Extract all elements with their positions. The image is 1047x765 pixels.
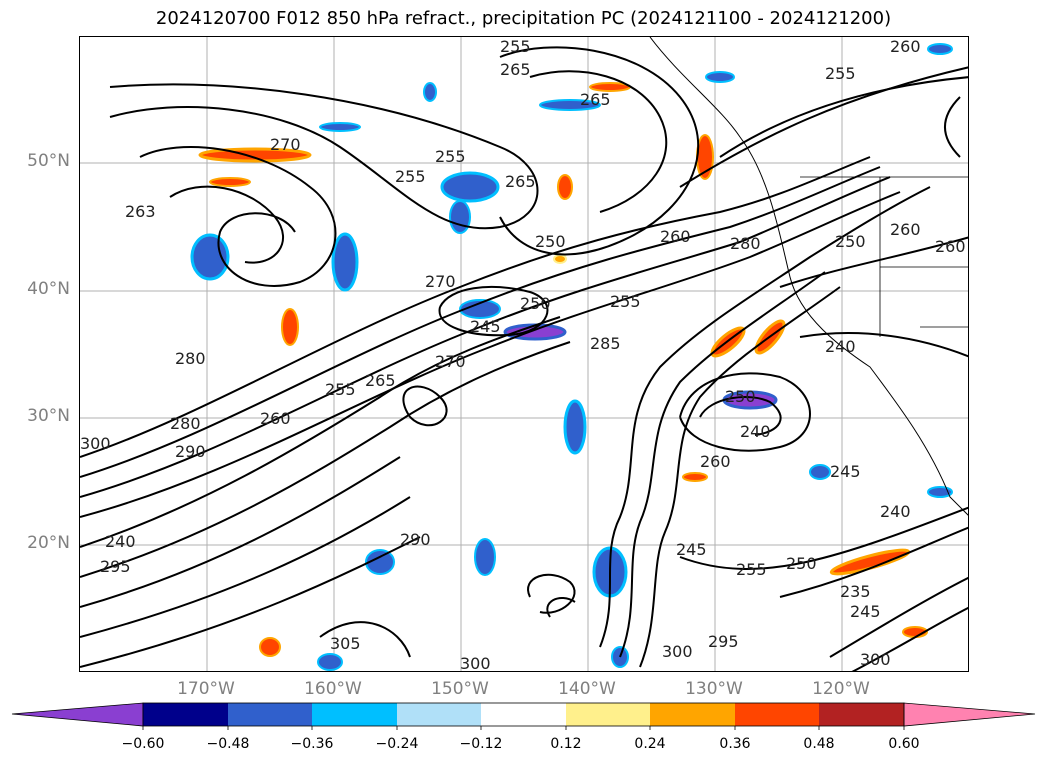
contour-label: 290 — [175, 442, 206, 461]
map-title: 2024120700 F012 850 hPa refract., precip… — [155, 8, 892, 29]
map-canvas: 255 265 265 260 255 270 255 255 265 263 … — [80, 37, 968, 672]
contour-label: 240 — [105, 532, 136, 551]
contour-label: 305 — [330, 634, 361, 653]
colorbar-tick-label: −0.36 — [290, 736, 334, 752]
borders — [800, 176, 968, 337]
contour-label: 245 — [676, 540, 707, 559]
contour-label: 280 — [170, 414, 201, 433]
lon-label: 140°W — [558, 679, 616, 699]
contour-label: 260 — [890, 220, 921, 239]
contour-label: 300 — [662, 642, 693, 661]
contour-label: 270 — [435, 352, 466, 371]
contour-label: 250 — [835, 232, 866, 251]
contour-label: 265 — [580, 90, 611, 109]
contour-label: 260 — [890, 37, 921, 56]
colorbar-tick-label: −0.60 — [121, 736, 165, 752]
contour-label: 265 — [365, 371, 396, 390]
contour-label: 250 — [786, 554, 817, 573]
colorbar-segment — [228, 703, 312, 726]
contour-label: 265 — [500, 60, 531, 79]
colorbar-segment — [11, 702, 144, 727]
contour-label: 300 — [460, 654, 491, 672]
refractivity-contours — [80, 46, 968, 671]
contour-label: 255 — [500, 37, 531, 56]
colorbar-tick-label: 0.12 — [550, 736, 582, 752]
lat-label: 30°N — [27, 406, 70, 426]
contour-label: 295 — [100, 557, 131, 576]
lon-label: 170°W — [177, 679, 235, 699]
contour-label: 255 — [610, 292, 641, 311]
contour-label: 260 — [260, 409, 291, 428]
contour-label: 265 — [505, 172, 536, 191]
contour-labels: 255 265 265 260 255 270 255 255 265 263 … — [80, 37, 966, 672]
contour-label: 300 — [80, 434, 111, 453]
contour-label: 250 — [520, 294, 551, 313]
contour-label: 235 — [840, 582, 871, 601]
lat-label: 50°N — [27, 151, 70, 171]
colorbar-segment — [143, 703, 228, 726]
lat-label: 40°N — [27, 279, 70, 299]
contour-label: 255 — [825, 64, 856, 83]
map-panel[interactable]: 255 265 265 260 255 270 255 255 265 263 … — [79, 36, 969, 672]
colorbar-segment — [903, 702, 1036, 727]
lat-label: 20°N — [27, 533, 70, 553]
contour-label: 245 — [470, 317, 501, 336]
lon-label: 130°W — [685, 679, 743, 699]
contour-label: 260 — [660, 227, 691, 246]
colorbar-tick-label: −0.12 — [459, 736, 503, 752]
colorbar-tick-label: −0.24 — [375, 736, 419, 752]
colorbar-segment — [650, 703, 735, 726]
contour-label: 250 — [535, 232, 566, 251]
contour-label: 255 — [325, 380, 356, 399]
colorbar-segment — [397, 703, 481, 726]
contour-label: 240 — [740, 422, 771, 441]
lon-label: 160°W — [304, 679, 362, 699]
contour-label: 245 — [850, 602, 881, 621]
colorbar-segment — [481, 703, 566, 726]
contour-label: 255 — [435, 147, 466, 166]
contour-label: 280 — [730, 234, 761, 253]
contour-label: 255 — [736, 560, 767, 579]
colorbar-segment — [312, 703, 397, 726]
contour-label: 290 — [400, 530, 431, 549]
contour-label: 280 — [175, 349, 206, 368]
contour-label: 260 — [935, 237, 966, 256]
precip-patches — [190, 43, 953, 671]
lon-label: 120°W — [812, 679, 870, 699]
colorbar-segment — [566, 703, 650, 726]
lon-label: 150°W — [431, 679, 489, 699]
contour-label: 245 — [830, 462, 861, 481]
colorbar-tick-label: 0.48 — [803, 736, 835, 752]
contour-label: 263 — [125, 202, 156, 221]
contour-label: 255 — [395, 167, 426, 186]
contour-label: 270 — [270, 135, 301, 154]
contour-label: 270 — [425, 272, 456, 291]
colorbar-tick-label: 0.36 — [719, 736, 751, 752]
colorbar — [11, 702, 1036, 730]
contour-label: 295 — [708, 632, 739, 651]
colorbar-segment — [735, 703, 819, 726]
contour-label: 285 — [590, 334, 621, 353]
coastline — [649, 37, 968, 516]
contour-label: 260 — [700, 452, 731, 471]
contour-label: 240 — [825, 337, 856, 356]
colorbar-tick-label: −0.48 — [206, 736, 250, 752]
colorbar-segment — [819, 703, 904, 726]
contour-label: 250 — [725, 387, 756, 406]
contour-label: 300 — [860, 650, 891, 669]
colorbar-tick-label: 0.24 — [634, 736, 666, 752]
colorbar-tick-label: 0.60 — [888, 736, 920, 752]
contour-label: 240 — [880, 502, 911, 521]
